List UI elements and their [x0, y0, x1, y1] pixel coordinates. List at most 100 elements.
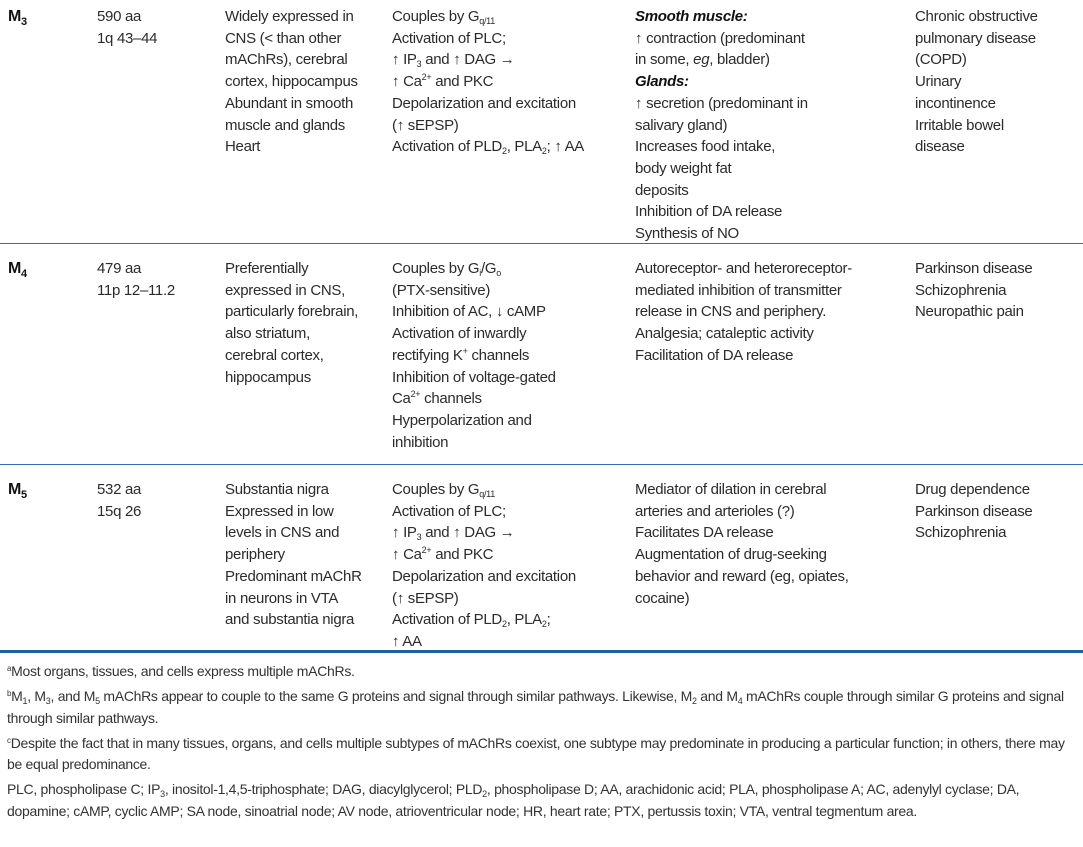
cell-line: Substantia nigra [225, 481, 329, 498]
cell-line: Activation of PLC; [392, 502, 506, 520]
cell-line: Analgesia; cataleptic activity [635, 325, 814, 343]
cell-line: in some, eg, bladder) [635, 51, 770, 69]
footnote: cDespite the fact that in many tissues, … [7, 734, 1065, 773]
cell-line: and substantia nigra [225, 611, 355, 629]
cell-line: ↑ secretion (predominant in [635, 94, 808, 112]
cell-disease: Parkinson disease Schizophrenia Neuropathi… [915, 258, 1033, 323]
cell-disease: Chronic obstructive pulmonary disease (COP… [915, 6, 1038, 158]
cell-line: (↑ sEPSP) [392, 116, 459, 134]
cell-line: 532 aa [97, 481, 142, 498]
cell-line: Activation of PLD2, PLA2; ↑ AA [392, 138, 584, 157]
receptor-subtype: M4 [8, 260, 27, 280]
cell-line: Smooth muscle: [635, 8, 748, 25]
cell-line: Augmentation of drug-seeking [635, 546, 827, 564]
cell-line: mediated inhibition of transmitter [635, 281, 842, 299]
cell-line: disease [915, 138, 965, 156]
footnote: PLC, phospholipase C; IP3, inositol-1,4,… [7, 781, 1020, 820]
cell-signaling: Couples by Gi/Go (PTX-sensitive) Inhibitio… [392, 258, 556, 453]
cell-line: Depolarization and excitation [392, 94, 576, 112]
cell-line: deposits [635, 181, 689, 199]
cell-line: cocaine) [635, 589, 690, 607]
cell-line: Couples by Gq/11 [392, 8, 495, 26]
cell-gene-info: 479 aa 11p 12–11.2 [97, 258, 175, 301]
cell-line: Irritable bowel [915, 116, 1004, 134]
cell-gene-info: 532 aa 15q 26 [97, 479, 141, 522]
cell-line: Heart [225, 138, 261, 156]
table-row: M3 590 aa 1q 43–44 Widely expressed in CNS (… [0, 0, 1083, 244]
footnote: aMost organs, tissues, and cells express… [7, 663, 355, 679]
cell-line: Glands: [635, 73, 689, 91]
footnote: bM1, M3, and M5 mAChRs appear to couple … [7, 688, 1064, 726]
cell-line: expressed in CNS, [225, 281, 345, 299]
cell-line: 15q 26 [97, 502, 142, 520]
cell-line: Parkinson disease [915, 260, 1033, 277]
cell-line: 1q 43–44 [97, 29, 158, 47]
cell-gene-info: 590 aa 1q 43–44 [97, 6, 157, 49]
cell-line: ↑ contraction (predominant [635, 29, 805, 47]
cell-line: ↑ Ca2+ and PKC [392, 72, 494, 91]
cell-function: Smooth muscle: ↑ contraction (predominant… [635, 6, 808, 245]
cell-line: Synthesis of NO [635, 225, 739, 243]
cell-line: Activation of PLC; [392, 29, 506, 47]
cell-line: Facilitation of DA release [635, 346, 794, 364]
cell-line: (↑ sEPSP) [392, 589, 459, 607]
cell-function: Mediator of dilation in cerebral arteries… [635, 479, 849, 609]
cell-line: inhibition [392, 433, 449, 451]
cell-line: behavior and reward (eg, opiates, [635, 567, 849, 585]
cell-signaling: Couples by Gq/11 Activation of PLC; ↑ IP3 … [392, 6, 584, 158]
cell-line: rectifying K+ channels [392, 345, 530, 364]
cell-line: Schizophrenia [915, 524, 1007, 542]
cell-line: ↑ IP3 and ↑ DAG → [392, 524, 515, 543]
cell-line: mAChRs), cerebral [225, 51, 348, 69]
cell-line: Facilitates DA release [635, 524, 774, 542]
table-row: M4 479 aa 11p 12–11.2 Preferentially express… [0, 244, 1083, 465]
cell-line: 479 aa [97, 260, 142, 277]
cell-line: cortex, hippocampus [225, 73, 358, 91]
cell-disease: Drug dependence Parkinson disease Schizoph… [915, 479, 1033, 544]
cell-line: Chronic obstructive [915, 8, 1038, 25]
cell-line: in neurons in VTA [225, 589, 339, 607]
cell-line: Widely expressed in [225, 8, 354, 25]
cell-line: ↑ Ca2+ and PKC [392, 545, 494, 564]
cell-distribution: Preferentially expressed in CNS, particula… [225, 258, 358, 388]
cell-line: Drug dependence [915, 481, 1030, 498]
cell-line: Abundant in smooth [225, 94, 354, 112]
cell-line: incontinence [915, 94, 996, 112]
cell-line: ↑ IP3 and ↑ DAG → [392, 51, 515, 70]
cell-line: 11p 12–11.2 [97, 281, 175, 299]
cell-line: cerebral cortex, [225, 346, 324, 364]
cell-line: 590 aa [97, 8, 142, 25]
cell-function: Autoreceptor- and heteroreceptor-mediate… [635, 258, 852, 367]
table-row: M5 532 aa 15q 26 Substantia nigra Expressed … [0, 465, 1083, 653]
cell-line: pulmonary disease [915, 29, 1036, 47]
cell-distribution: Substantia nigra Expressed in low levels i… [225, 479, 362, 631]
cell-line: Activation of inwardly [392, 325, 527, 343]
cell-line: Hyperpolarization and [392, 411, 532, 429]
cell-line: Predominant mAChR [225, 567, 362, 585]
cell-line: levels in CNS and [225, 524, 340, 542]
cell-line: Depolarization and excitation [392, 567, 576, 585]
cell-line: Urinary [915, 73, 962, 91]
cell-line: periphery [225, 546, 285, 564]
cell-line: Inhibition of DA release [635, 203, 783, 221]
receptor-subtype: M3 [8, 8, 27, 28]
cell-line: (PTX-sensitive) [392, 281, 491, 299]
cell-line: also striatum, [225, 325, 310, 343]
cell-line: Mediator of dilation in cerebral [635, 481, 827, 498]
cell-line: particularly forebrain, [225, 303, 359, 321]
cell-line: Expressed in low [225, 502, 334, 520]
cell-line: Inhibition of AC, ↓ cAMP [392, 303, 546, 321]
cell-line: Increases food intake, [635, 138, 776, 156]
cell-line: Couples by Gq/11 [392, 481, 495, 499]
receptor-table: M3 590 aa 1q 43–44 Widely expressed in CNS (… [0, 0, 1083, 653]
cell-line: Ca2+ channels [392, 389, 482, 408]
cell-line: body weight fat [635, 159, 732, 177]
cell-line: CNS (< than other [225, 29, 342, 47]
table-footnotes: aMost organs, tissues, and cells express… [0, 653, 1083, 823]
cell-line: Couples by Gi/Go [392, 260, 501, 278]
receptor-subtype: M5 [8, 481, 27, 501]
cell-line: Inhibition of voltage-gated [392, 368, 556, 386]
cell-distribution: Widely expressed in CNS (< than other mACh… [225, 6, 358, 158]
cell-line: salivary gland) [635, 116, 728, 134]
cell-line: Schizophrenia [915, 281, 1007, 299]
